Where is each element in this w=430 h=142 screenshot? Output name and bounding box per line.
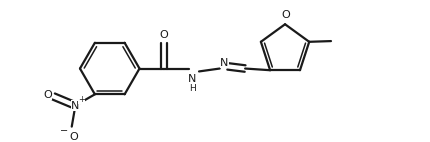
Text: +: + xyxy=(78,95,85,104)
Text: N: N xyxy=(71,101,80,111)
Text: H: H xyxy=(189,84,196,93)
Text: O: O xyxy=(43,90,52,100)
Text: N: N xyxy=(188,74,197,84)
Text: O: O xyxy=(281,10,290,20)
Text: N: N xyxy=(220,58,229,68)
Text: O: O xyxy=(160,30,169,40)
Text: −: − xyxy=(60,126,68,136)
Text: O: O xyxy=(69,132,78,142)
